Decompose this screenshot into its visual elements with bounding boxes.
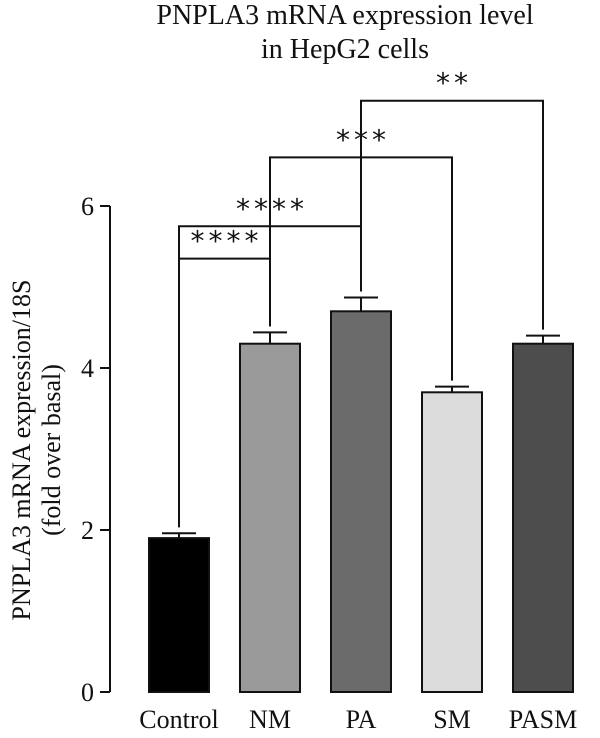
y-tick-label: 2 (81, 516, 94, 545)
y-axis: 0 2 4 6 (81, 192, 111, 707)
significance-brackets: ************* (178, 67, 544, 528)
x-tick-label: SM (433, 705, 471, 734)
chart-title: PNPLA3 mRNA expression level in HepG2 ce… (156, 0, 533, 65)
y-axis-label-line-1: PNPLA3 mRNA expression/18S (7, 280, 36, 621)
chart-title-line-1: PNPLA3 mRNA expression level (156, 0, 533, 31)
bar-control (148, 537, 210, 693)
bar-nm (239, 342, 301, 693)
y-axis-label: PNPLA3 mRNA expression/18S (fold over ba… (7, 280, 66, 621)
significance-bracket (360, 99, 544, 330)
significance-label: ** (436, 67, 472, 100)
significance-label: *** (336, 123, 390, 156)
significance-label: **** (191, 225, 263, 258)
x-tick-labels: Control NM PA SM PASM (139, 705, 577, 734)
y-axis-label-line-2: (fold over basal) (37, 364, 66, 536)
y-tick-label: 6 (81, 192, 94, 221)
bar-pasm (512, 342, 574, 693)
significance-label: **** (236, 192, 308, 225)
x-tick-label: Control (139, 705, 218, 734)
bar-pa (330, 310, 392, 693)
error-bars (162, 296, 560, 539)
x-tick-label: PASM (509, 705, 577, 734)
y-tick-label: 4 (81, 354, 94, 383)
x-tick-label: NM (249, 705, 291, 734)
x-tick-label: PA (346, 705, 377, 734)
chart-title-line-2: in HepG2 cells (261, 34, 429, 65)
bars (148, 310, 574, 693)
y-tick-label: 0 (81, 678, 94, 707)
bar-sm (421, 391, 483, 693)
